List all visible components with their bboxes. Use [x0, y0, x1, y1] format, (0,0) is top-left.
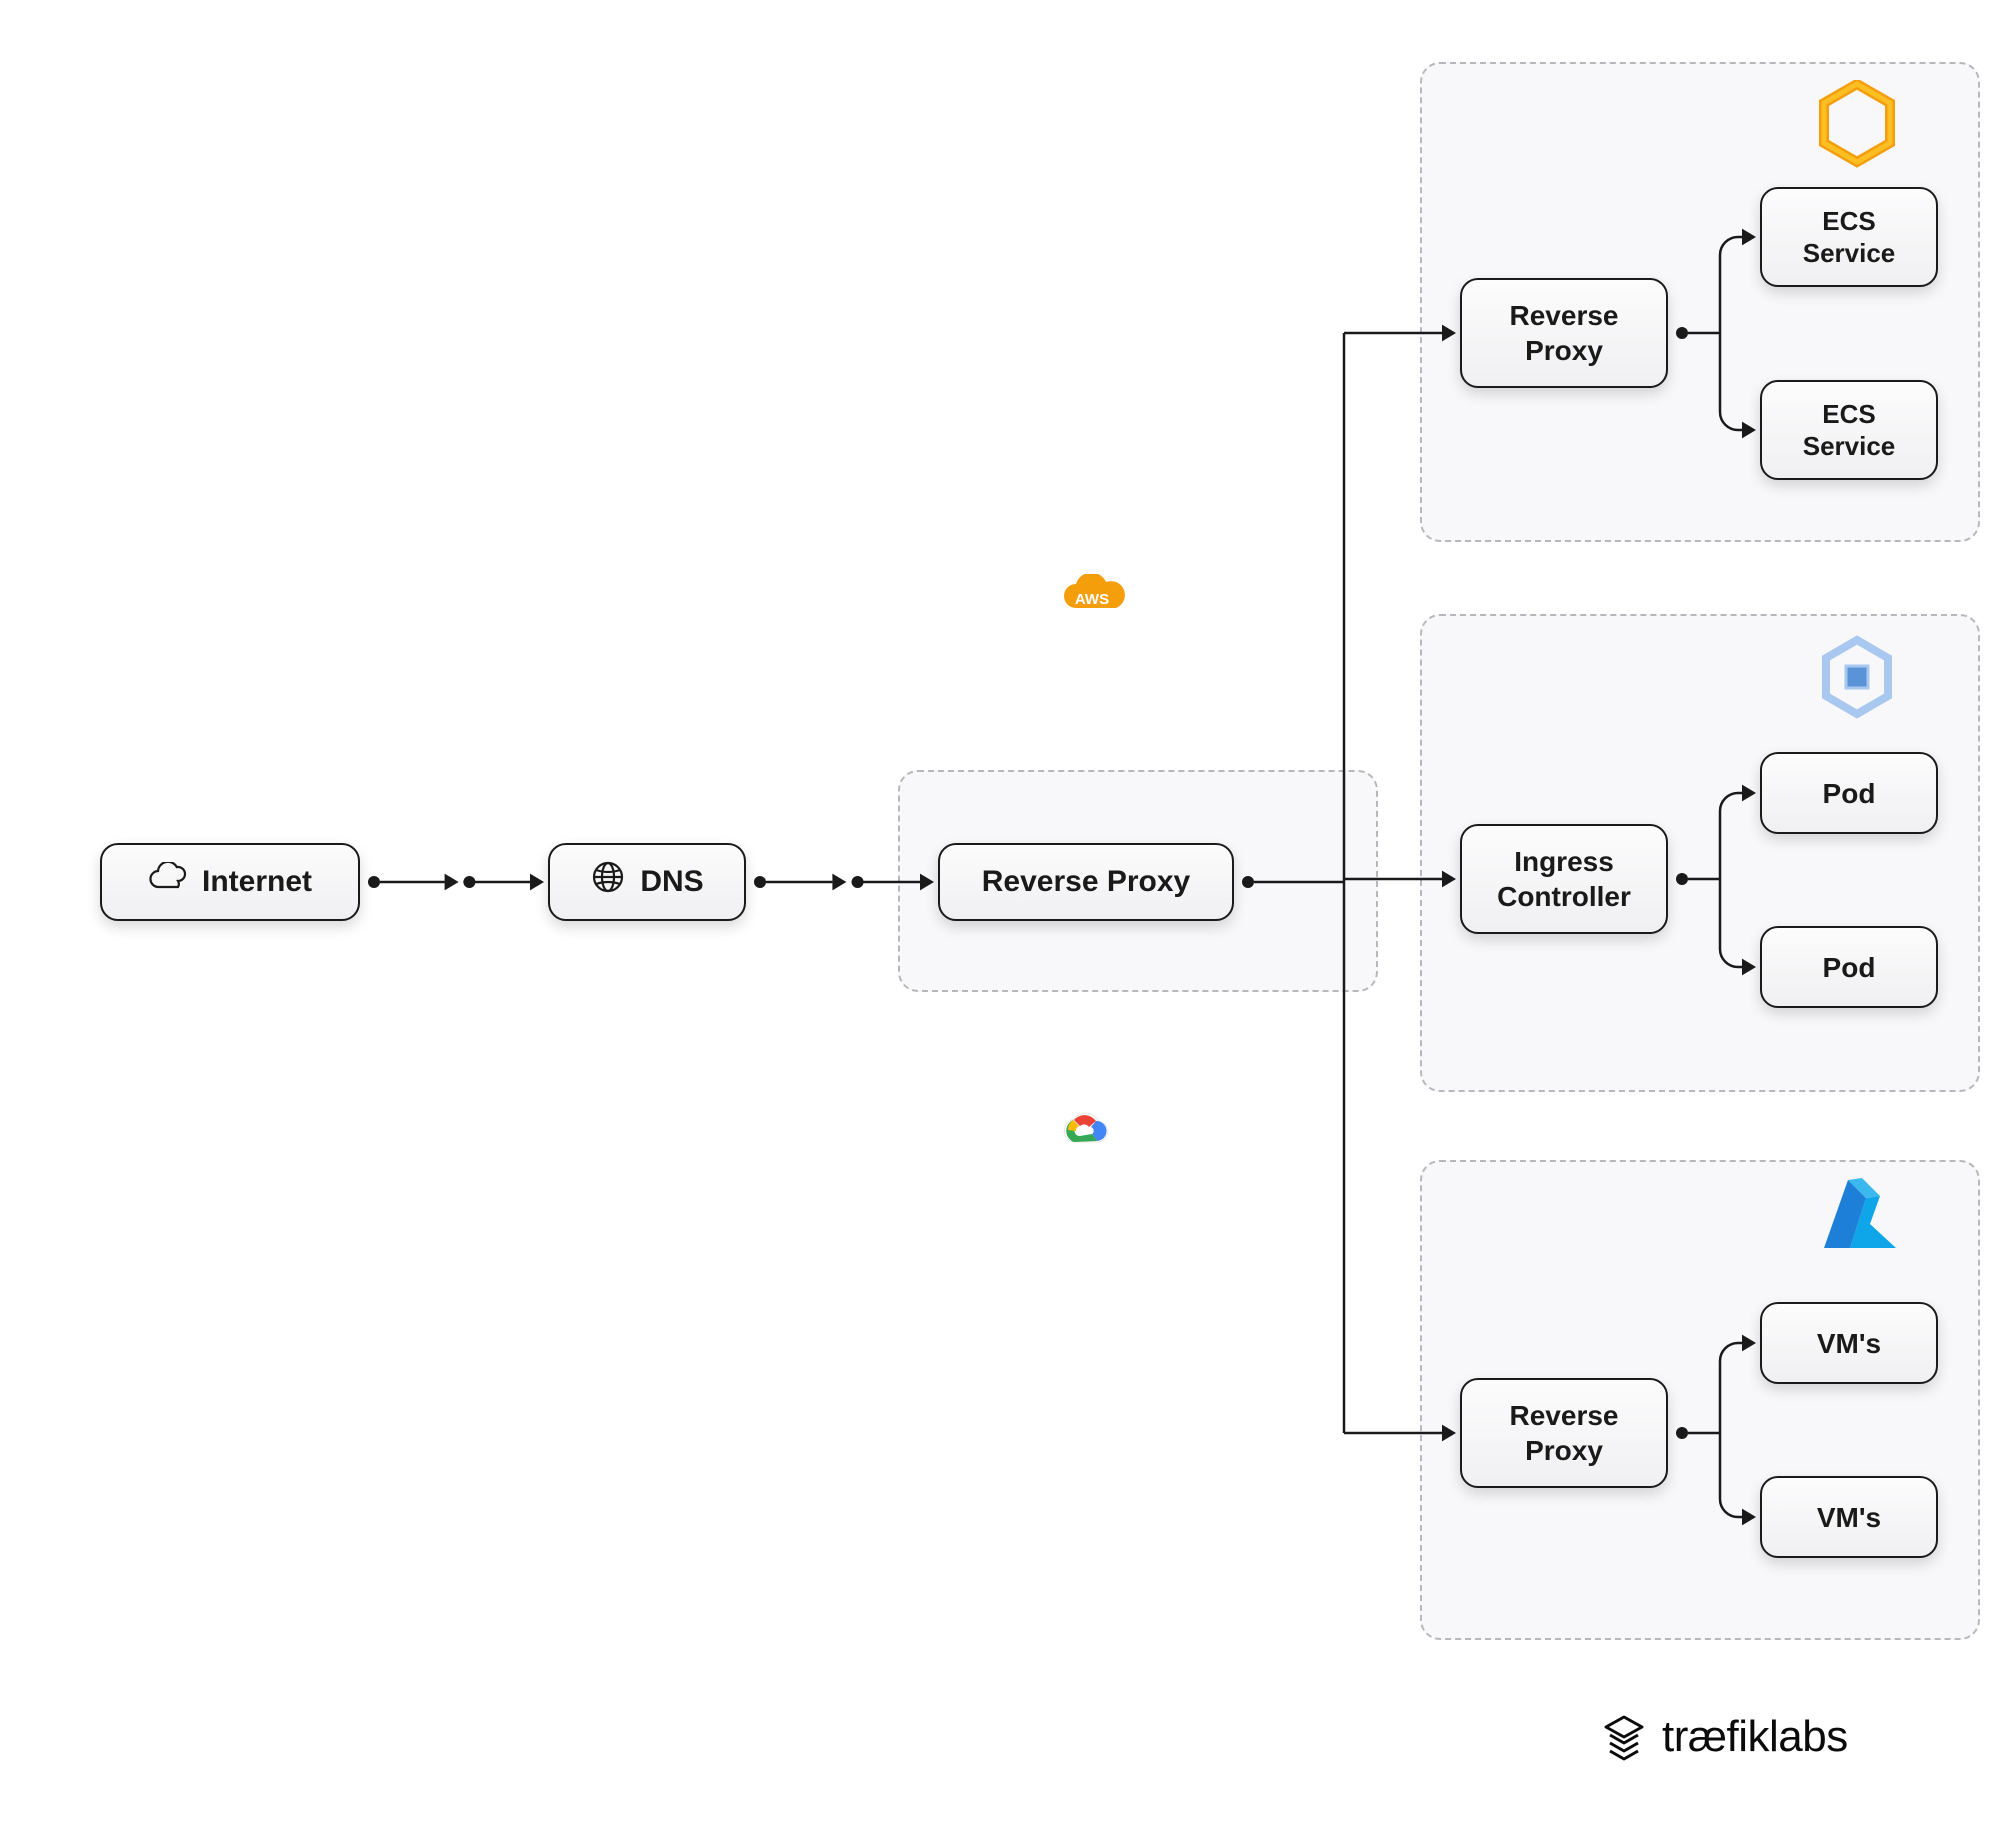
node-internet: Internet	[100, 843, 360, 921]
brand-text: træfiklabs	[1662, 1712, 1848, 1762]
node-label: ECSService	[1803, 205, 1896, 270]
traefik-logo-icon	[1600, 1713, 1648, 1761]
traefik-labs-logo: træfiklabs	[1600, 1712, 1848, 1762]
ecs-hex-icon	[1818, 80, 1896, 173]
node-reverse-proxy-main: Reverse Proxy	[938, 843, 1234, 921]
node-label: Reverse Proxy	[982, 863, 1190, 901]
node-vm-1: VM's	[1760, 1302, 1938, 1384]
globe-icon	[590, 859, 626, 905]
gke-hex-icon	[1818, 634, 1896, 727]
svg-text:AWS: AWS	[1075, 591, 1109, 608]
node-ecs-service-1: ECSService	[1760, 187, 1938, 287]
node-dns: DNS	[548, 843, 746, 921]
node-reverse-proxy-azure: ReverseProxy	[1460, 1378, 1668, 1488]
aws-icon: AWS	[1054, 574, 1136, 629]
node-pod-1: Pod	[1760, 752, 1938, 834]
cloud-icon	[148, 862, 188, 902]
node-label: VM's	[1817, 1500, 1881, 1535]
node-ingress-controller: IngressController	[1460, 824, 1668, 934]
node-label: Pod	[1823, 776, 1876, 811]
node-label: ECSService	[1803, 398, 1896, 463]
node-vm-2: VM's	[1760, 1476, 1938, 1558]
gcp-icon	[1056, 1106, 1112, 1159]
node-ecs-service-2: ECSService	[1760, 380, 1938, 480]
node-label: VM's	[1817, 1326, 1881, 1361]
node-label: DNS	[640, 863, 703, 901]
azure-icon	[1818, 1176, 1904, 1261]
node-label: ReverseProxy	[1510, 298, 1619, 368]
node-pod-2: Pod	[1760, 926, 1938, 1008]
node-reverse-proxy-ecs: ReverseProxy	[1460, 278, 1668, 388]
node-label: Internet	[202, 863, 312, 901]
node-label: IngressController	[1497, 844, 1631, 914]
diagram-canvas: Internet DNS Reverse Proxy ReverseProxy …	[0, 0, 2000, 1835]
node-label: ReverseProxy	[1510, 1398, 1619, 1468]
node-label: Pod	[1823, 950, 1876, 985]
